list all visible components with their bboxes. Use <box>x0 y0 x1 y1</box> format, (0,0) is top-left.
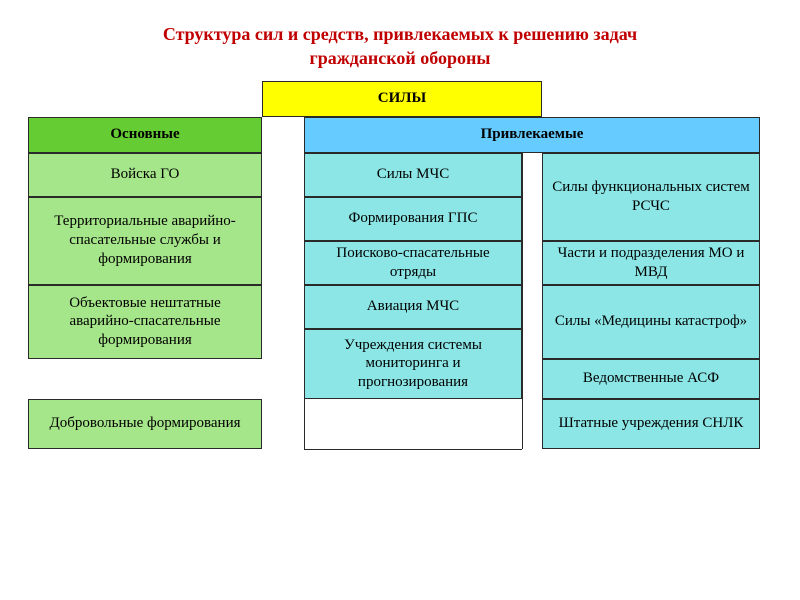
left-cell: Поисково-спасательные отряды <box>304 241 522 285</box>
root-header: СИЛЫ <box>262 81 542 117</box>
attracted-column-header: Привлекаемые <box>304 117 760 153</box>
gap <box>522 241 542 285</box>
gap <box>304 399 522 450</box>
main-cell: Территориальные аварийно-спасательные сл… <box>28 197 262 285</box>
gap <box>522 399 542 449</box>
gap <box>522 329 542 399</box>
title-line-1: Структура сил и средств, привлекаемых к … <box>163 24 637 44</box>
gap <box>28 81 262 117</box>
left-cell: Формирования ГПС <box>304 197 522 241</box>
gap <box>262 359 304 399</box>
gap <box>28 359 262 399</box>
gap <box>262 117 304 153</box>
left-cell: Силы МЧС <box>304 153 522 197</box>
gap <box>262 399 304 449</box>
gap <box>262 153 304 197</box>
right-cell: Силы «Медицины катастроф» <box>542 285 760 359</box>
gap <box>522 285 542 329</box>
right-cell: Ведомственные АСФ <box>542 359 760 399</box>
main-cell: Войска ГО <box>28 153 262 197</box>
left-cell: Авиация МЧС <box>304 285 522 329</box>
gap <box>262 197 304 285</box>
main-cell: Объектовые нештатные аварийно-спасательн… <box>28 285 262 359</box>
right-cell: Части и подразделения МО и МВД <box>542 241 760 285</box>
gap <box>542 81 760 117</box>
structure-grid: СИЛЫ Основные Привлекаемые Войска ГО Сил… <box>28 81 772 450</box>
right-cell: Штатные учреждения СНЛК <box>542 399 760 449</box>
title-line-2: гражданской обороны <box>310 48 491 68</box>
right-cell: Силы функциональных систем РСЧС <box>542 153 760 241</box>
main-cell: Добровольные формирования <box>28 399 262 449</box>
left-cell: Учреждения системы мониторинга и прогноз… <box>304 329 522 399</box>
gap <box>522 153 542 197</box>
page-title: Структура сил и средств, привлекаемых к … <box>28 22 772 71</box>
gap <box>262 285 304 359</box>
main-column-header: Основные <box>28 117 262 153</box>
gap <box>522 197 542 241</box>
